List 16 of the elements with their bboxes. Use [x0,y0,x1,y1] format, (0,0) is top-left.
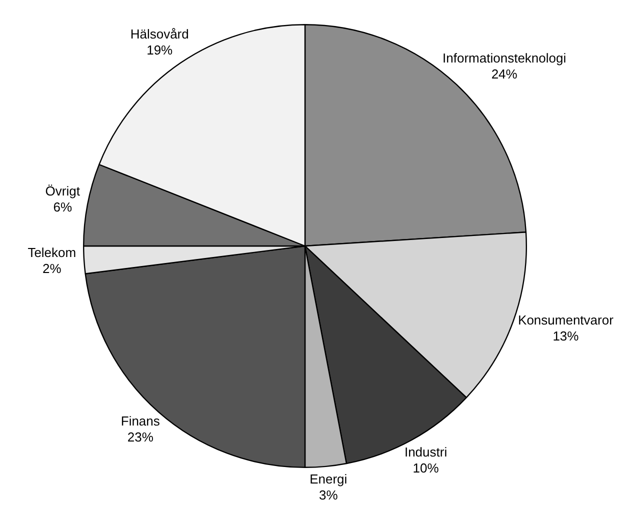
data-label: 2% [42,260,62,276]
slice-label: Övrigt [45,184,80,199]
slice-label: Industri [404,444,448,460]
data-label: 10% [412,460,440,476]
slice-label: Finans [120,414,160,429]
slice-label: Informationsteknologi [442,50,566,66]
slice-label: Energi [310,472,348,487]
slice-label: Telekom [28,244,76,260]
data-label: 13% [552,328,580,344]
data-label: 24% [491,66,518,82]
data-label: 6% [53,200,72,215]
data-label: 23% [127,430,154,445]
slice-label: Hälsovård [130,26,189,42]
data-label: 3% [318,488,338,503]
slice-label: Konsumentvaror [518,312,614,328]
data-label: 19% [146,42,174,58]
